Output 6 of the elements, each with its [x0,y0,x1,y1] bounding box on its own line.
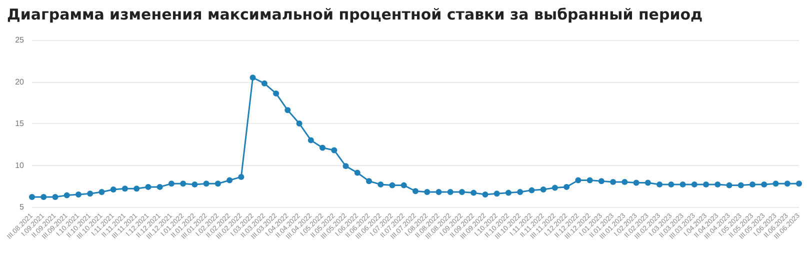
y-tick-label: 10 [15,160,25,170]
y-tick-label: 15 [15,119,25,128]
y-tick-label: 5 [20,202,25,212]
y-tick-label: 20 [15,77,25,86]
y-tick-label: 25 [15,36,25,44]
chart-title: Диаграмма изменения максимальной процентной ставки за выбранный период [7,6,703,24]
